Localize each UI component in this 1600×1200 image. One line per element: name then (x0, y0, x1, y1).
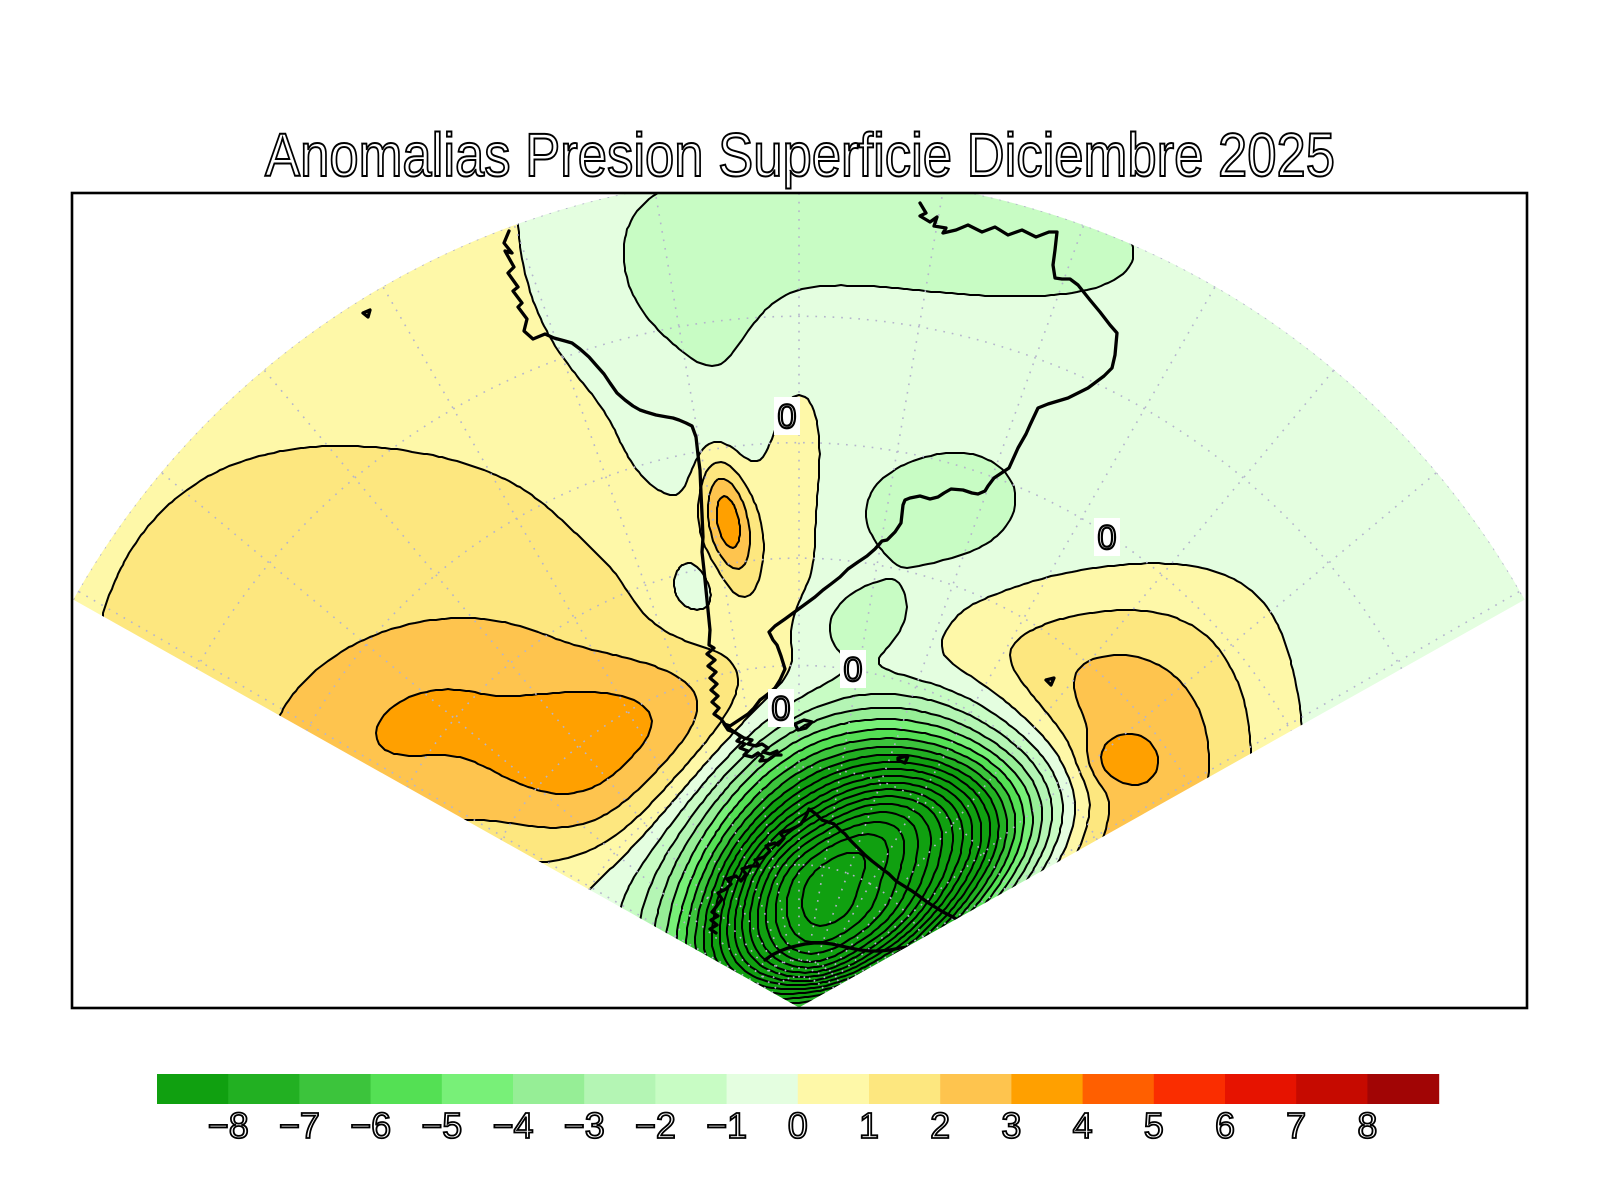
svg-text:6: 6 (1215, 1105, 1235, 1146)
svg-text:8: 8 (1357, 1105, 1377, 1146)
svg-text:−5: −5 (421, 1105, 462, 1146)
svg-text:−3: −3 (564, 1105, 605, 1146)
svg-text:0: 0 (1098, 519, 1117, 557)
svg-text:2: 2 (930, 1105, 950, 1146)
svg-text:0: 0 (844, 651, 863, 689)
svg-text:4: 4 (1073, 1105, 1093, 1146)
svg-text:−4: −4 (492, 1105, 533, 1146)
svg-text:3: 3 (1001, 1105, 1021, 1146)
svg-text:0: 0 (772, 690, 791, 728)
svg-text:−7: −7 (279, 1105, 320, 1146)
svg-text:−1: −1 (706, 1105, 747, 1146)
svg-text:5: 5 (1144, 1105, 1164, 1146)
svg-text:1: 1 (859, 1105, 879, 1146)
svg-text:0: 0 (778, 398, 797, 436)
svg-text:0: 0 (788, 1105, 808, 1146)
svg-text:−2: −2 (635, 1105, 676, 1146)
svg-text:−6: −6 (350, 1105, 391, 1146)
svg-text:−8: −8 (208, 1105, 249, 1146)
svg-text:Anomalias Presion Superficie D: Anomalias Presion Superficie Diciembre 2… (265, 121, 1335, 189)
svg-text:7: 7 (1286, 1105, 1306, 1146)
